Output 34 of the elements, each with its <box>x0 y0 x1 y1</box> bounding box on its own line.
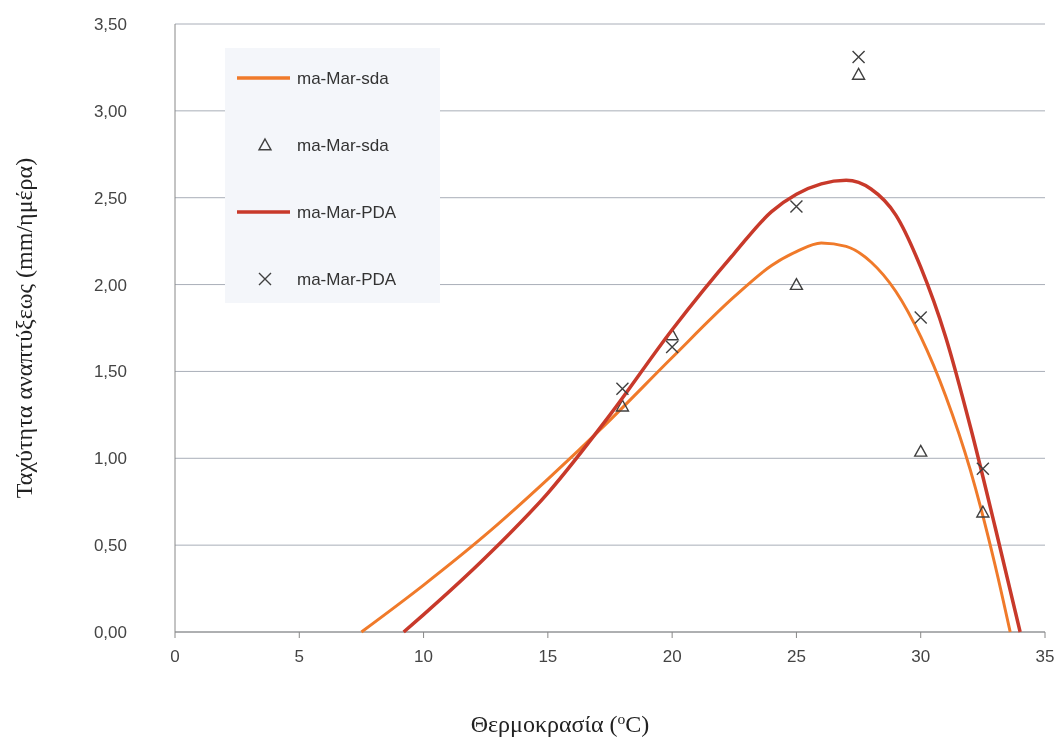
legend-label: ma-Mar-PDA <box>297 203 397 222</box>
point <box>789 199 804 214</box>
y-tick-label: 2,00 <box>93 275 127 295</box>
x-tick-label: 35 <box>1035 647 1054 666</box>
x-tick-label: 0 <box>170 647 180 666</box>
y-tick-label: 1,50 <box>93 362 127 382</box>
point <box>851 50 866 64</box>
legend-label: ma-Mar-PDA <box>297 270 397 289</box>
x-tick-label: 15 <box>538 647 558 666</box>
y-tick-label: 0,50 <box>93 536 127 556</box>
point <box>851 67 866 80</box>
y-tick-label: 2,50 <box>93 188 127 208</box>
y-axis-title: Ταχύτητα αναπτύξεως (mm/ημέρα) <box>11 157 37 499</box>
x-axis-title: Θερμοκρασία ($^{o}$C) <box>470 709 650 737</box>
point <box>976 505 990 518</box>
point <box>665 340 679 354</box>
x-tick-label: 10 <box>414 647 434 666</box>
y-tick-label: 0,00 <box>93 623 127 642</box>
x-tick-label: 5 <box>294 647 305 666</box>
point <box>615 382 630 396</box>
y-tick-label: 1,00 <box>93 449 127 469</box>
point <box>914 310 928 325</box>
x-tick-label: 25 <box>786 647 806 666</box>
point <box>976 462 990 476</box>
y-tick-label: 3,00 <box>93 101 127 121</box>
point <box>914 444 928 457</box>
legend-label: ma-Mar-sda <box>297 69 390 88</box>
point <box>615 399 630 412</box>
y-tick-label: 3,50 <box>93 15 127 34</box>
x-tick-label: 30 <box>911 647 931 666</box>
legend-label: ma-Mar-sda <box>297 136 390 155</box>
x-tick-label: 20 <box>662 647 682 666</box>
point <box>789 277 804 291</box>
line-series <box>401 178 1022 634</box>
